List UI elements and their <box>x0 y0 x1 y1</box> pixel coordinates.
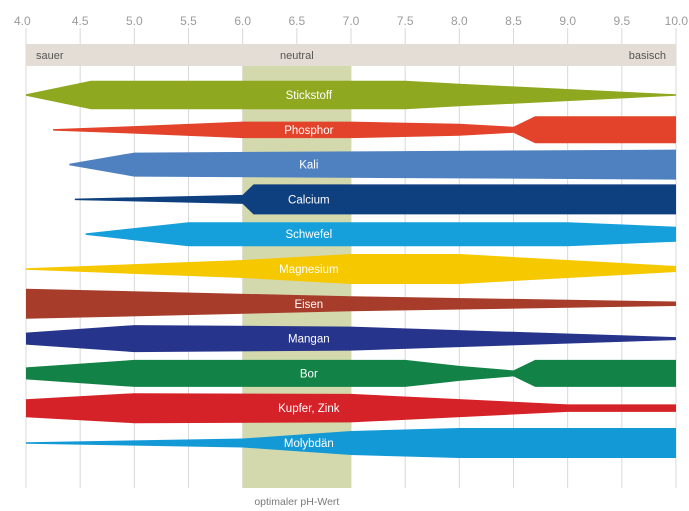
x-tick-label: 6.0 <box>234 14 251 28</box>
x-tick-label: 5.0 <box>126 14 143 28</box>
x-tick-label: 6.5 <box>288 14 305 28</box>
x-tick-label: 8.0 <box>451 14 468 28</box>
band-eisen: Eisen <box>26 288 676 319</box>
band-shape-calcium <box>74 184 677 215</box>
nutrient-bands: Stickstoff Phosphor Kali Calcium Schwefel Mag… <box>26 80 677 458</box>
optimal-range-label: optimaler pH-Wert <box>254 496 339 508</box>
band-label-calcium: Calcium <box>288 194 330 206</box>
x-axis-ticks: 4.0 4.5 5.0 5.5 6.0 6.5 7.0 7.5 8.0 8.5 9.0 9.5 10.0 <box>14 14 688 28</box>
band-schwefel: Schwefel <box>85 222 677 247</box>
band-bor: Bor <box>26 359 676 387</box>
band-label-kupfer-zink: Kupfer, Zink <box>278 403 340 415</box>
band-label-mangan: Mangan <box>288 334 330 346</box>
band-label-molybdän: Molybdän <box>284 438 334 450</box>
band-phosphor: Phosphor <box>53 116 677 144</box>
x-tick-label: 9.5 <box>613 14 630 28</box>
band-label-eisen: Eisen <box>294 299 323 311</box>
band-label-schwefel: Schwefel <box>285 229 332 241</box>
band-stickstoff: Stickstoff <box>26 80 676 110</box>
band-shape-kupfer-zink <box>26 393 676 424</box>
band-kali: Kali <box>69 149 677 180</box>
band-mangan: Mangan <box>26 325 676 353</box>
zone-header: sauer neutral basisch <box>26 44 676 66</box>
band-shape-stickstoff <box>26 80 676 110</box>
band-shape-eisen <box>26 288 676 319</box>
x-tick-label: 9.0 <box>559 14 576 28</box>
band-calcium: Calcium <box>74 184 677 215</box>
x-tick-label: 10.0 <box>665 14 689 28</box>
band-kupfer-zink: Kupfer, Zink <box>26 393 676 424</box>
band-molybdän: Molybdän <box>26 428 676 458</box>
x-tick-label: 4.0 <box>14 14 31 28</box>
zone-bar <box>26 44 676 66</box>
band-shape-schwefel <box>85 222 677 247</box>
zone-label-sauer: sauer <box>36 50 64 62</box>
band-label-magnesium: Magnesium <box>279 264 338 276</box>
band-label-kali: Kali <box>299 160 318 172</box>
band-shape-kali <box>69 149 677 180</box>
band-magnesium: Magnesium <box>26 254 676 284</box>
zone-label-basisch: basisch <box>629 50 666 62</box>
band-shape-molybdän <box>26 428 676 458</box>
x-tick-label: 4.5 <box>72 14 89 28</box>
x-tick-label: 5.5 <box>180 14 197 28</box>
band-shape-magnesium <box>26 254 676 284</box>
x-tick-label: 7.5 <box>397 14 414 28</box>
band-shape-bor <box>26 359 676 387</box>
band-label-bor: Bor <box>300 368 318 380</box>
band-label-stickstoff: Stickstoff <box>286 90 333 102</box>
band-label-phosphor: Phosphor <box>284 125 333 137</box>
x-tick-label: 7.0 <box>343 14 360 28</box>
band-shape-mangan <box>26 325 676 353</box>
zone-label-neutral: neutral <box>280 50 314 62</box>
x-tick-label: 8.5 <box>505 14 522 28</box>
band-shape-phosphor <box>53 116 677 144</box>
